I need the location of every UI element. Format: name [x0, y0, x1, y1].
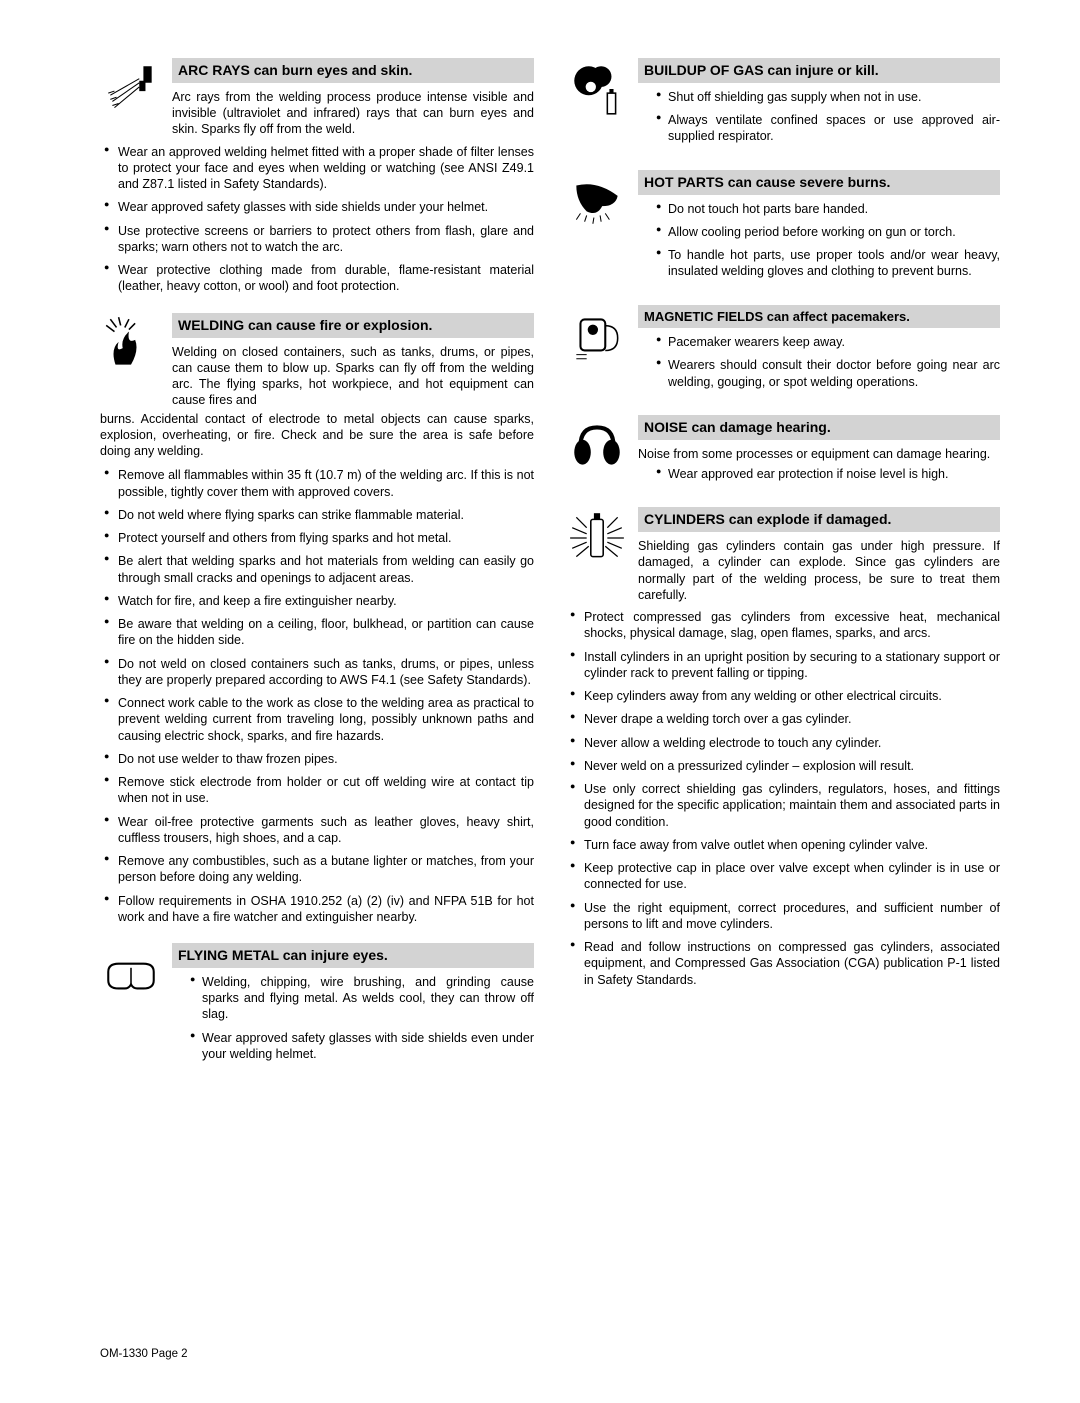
section-header: ARC RAYS can burn eyes and skin. Arc ray… — [100, 58, 534, 138]
section-gas: BUILDUP OF GAS can injure or kill. Shut … — [566, 58, 1000, 152]
intro-continued: burns. Accidental contact of electrode t… — [100, 411, 534, 460]
section-title: HOT PARTS can cause severe burns. — [638, 170, 1000, 195]
section-header: FLYING METAL can injure eyes. Welding, c… — [100, 943, 534, 1069]
section-header: MAGNETIC FIELDS can affect pacemakers. P… — [566, 305, 1000, 397]
bullet: Keep cylinders away from any welding or … — [566, 688, 1000, 704]
section-title: ARC RAYS can burn eyes and skin. — [172, 58, 534, 83]
bullet: Remove all flammables within 35 ft (10.7… — [100, 467, 534, 500]
bullet: Connect work cable to the work as close … — [100, 695, 534, 744]
bullet: Do not touch hot parts bare handed. — [652, 201, 1000, 217]
bullets-arc: Wear an approved welding helmet fitted w… — [100, 144, 534, 295]
bullets-gas: Shut off shielding gas supply when not i… — [638, 89, 1000, 145]
header-content: HOT PARTS can cause severe burns. Do not… — [638, 170, 1000, 287]
pacemaker-icon — [566, 305, 628, 367]
section-magnetic: MAGNETIC FIELDS can affect pacemakers. P… — [566, 305, 1000, 397]
section-title: BUILDUP OF GAS can injure or kill. — [638, 58, 1000, 83]
section-header: CYLINDERS can explode if damaged. Shield… — [566, 507, 1000, 603]
bullets-weld: Remove all flammables within 35 ft (10.7… — [100, 467, 534, 925]
bullet: Do not weld where flying sparks can stri… — [100, 507, 534, 523]
section-header: WELDING can cause fire or explosion. Wel… — [100, 313, 534, 409]
bullet: Protect compressed gas cylinders from ex… — [566, 609, 1000, 642]
safety-glasses-icon — [100, 943, 162, 1005]
bullet: Shut off shielding gas supply when not i… — [652, 89, 1000, 105]
section-intro: Arc rays from the welding process produc… — [172, 89, 534, 138]
section-intro: Shielding gas cylinders contain gas unde… — [638, 538, 1000, 603]
bullet: Do not weld on closed containers such as… — [100, 656, 534, 689]
bullet: Follow requirements in OSHA 1910.252 (a)… — [100, 893, 534, 926]
bullets-hot: Do not touch hot parts bare handed. Allo… — [638, 201, 1000, 280]
header-content: BUILDUP OF GAS can injure or kill. Shut … — [638, 58, 1000, 152]
bullet: Wear protective clothing made from durab… — [100, 262, 534, 295]
header-content: CYLINDERS can explode if damaged. Shield… — [638, 507, 1000, 603]
bullet: Remove stick electrode from holder or cu… — [100, 774, 534, 807]
bullet: Wear approved safety glasses with side s… — [100, 199, 534, 215]
header-content: MAGNETIC FIELDS can affect pacemakers. P… — [638, 305, 1000, 397]
bullet: Never drape a welding torch over a gas c… — [566, 711, 1000, 727]
bullet: Welding, chipping, wire brushing, and gr… — [186, 974, 534, 1023]
section-noise: NOISE can damage hearing. Noise from som… — [566, 415, 1000, 489]
hearing-protection-icon — [566, 415, 628, 477]
bullet: Pacemaker wearers keep away. — [652, 334, 1000, 350]
bullet: Never allow a welding electrode to touch… — [566, 735, 1000, 751]
section-title: NOISE can damage hearing. — [638, 415, 1000, 440]
left-column: ARC RAYS can burn eyes and skin. Arc ray… — [100, 58, 534, 1087]
section-flying-metal: FLYING METAL can injure eyes. Welding, c… — [100, 943, 534, 1069]
bullet: Wear approved ear protection if noise le… — [652, 466, 1000, 482]
bullet: Wearers should consult their doctor befo… — [652, 357, 1000, 390]
header-content: NOISE can damage hearing. Noise from som… — [638, 415, 1000, 489]
bullets-mag: Pacemaker wearers keep away. Wearers sho… — [638, 334, 1000, 390]
section-intro: Noise from some processes or equipment c… — [638, 446, 1000, 462]
section-hot-parts: HOT PARTS can cause severe burns. Do not… — [566, 170, 1000, 287]
hot-parts-icon — [566, 170, 628, 232]
bullet: Wear approved safety glasses with side s… — [186, 1030, 534, 1063]
bullet: Read and follow instructions on compress… — [566, 939, 1000, 988]
right-column: BUILDUP OF GAS can injure or kill. Shut … — [566, 58, 1000, 1087]
bullet: Allow cooling period before working on g… — [652, 224, 1000, 240]
section-header: HOT PARTS can cause severe burns. Do not… — [566, 170, 1000, 287]
bullet: Use protective screens or barriers to pr… — [100, 223, 534, 256]
bullet: Wear an approved welding helmet fitted w… — [100, 144, 534, 193]
section-title: FLYING METAL can injure eyes. — [172, 943, 534, 968]
gas-buildup-icon — [566, 58, 628, 120]
section-header: NOISE can damage hearing. Noise from som… — [566, 415, 1000, 489]
page-footer: OM-1330 Page 2 — [100, 1347, 1000, 1363]
bullet: Remove any combustibles, such as a butan… — [100, 853, 534, 886]
bullet: Keep protective cap in place over valve … — [566, 860, 1000, 893]
bullets-fly: Welding, chipping, wire brushing, and gr… — [172, 974, 534, 1062]
bullet: Turn face away from valve outlet when op… — [566, 837, 1000, 853]
header-content: FLYING METAL can injure eyes. Welding, c… — [172, 943, 534, 1069]
bullet: Use only correct shielding gas cylinders… — [566, 781, 1000, 830]
section-cylinders: CYLINDERS can explode if damaged. Shield… — [566, 507, 1000, 988]
bullet: Install cylinders in an upright position… — [566, 649, 1000, 682]
fire-explosion-icon — [100, 313, 162, 375]
section-arc-rays: ARC RAYS can burn eyes and skin. Arc ray… — [100, 58, 534, 295]
section-title: CYLINDERS can explode if damaged. — [638, 507, 1000, 532]
section-welding-fire: WELDING can cause fire or explosion. Wel… — [100, 313, 534, 925]
bullet: To handle hot parts, use proper tools an… — [652, 247, 1000, 280]
section-intro: Welding on closed containers, such as ta… — [172, 344, 534, 409]
page-columns: ARC RAYS can burn eyes and skin. Arc ray… — [100, 58, 1000, 1087]
section-header: BUILDUP OF GAS can injure or kill. Shut … — [566, 58, 1000, 152]
bullet: Be aware that welding on a ceiling, floo… — [100, 616, 534, 649]
bullet: Always ventilate confined spaces or use … — [652, 112, 1000, 145]
cylinder-explode-icon — [566, 507, 628, 569]
section-title: WELDING can cause fire or explosion. — [172, 313, 534, 338]
bullet: Be alert that welding sparks and hot mat… — [100, 553, 534, 586]
arc-rays-icon — [100, 58, 162, 120]
bullet: Use the right equipment, correct procedu… — [566, 900, 1000, 933]
bullets-cyl: Protect compressed gas cylinders from ex… — [566, 609, 1000, 988]
bullet: Wear oil-free protective garments such a… — [100, 814, 534, 847]
section-title: MAGNETIC FIELDS can affect pacemakers. — [638, 305, 1000, 329]
bullets-noise: Wear approved ear protection if noise le… — [638, 466, 1000, 482]
bullet: Never weld on a pressurized cylinder – e… — [566, 758, 1000, 774]
bullet: Do not use welder to thaw frozen pipes. — [100, 751, 534, 767]
bullet: Protect yourself and others from flying … — [100, 530, 534, 546]
header-content: ARC RAYS can burn eyes and skin. Arc ray… — [172, 58, 534, 138]
header-content: WELDING can cause fire or explosion. Wel… — [172, 313, 534, 409]
bullet: Watch for fire, and keep a fire extingui… — [100, 593, 534, 609]
